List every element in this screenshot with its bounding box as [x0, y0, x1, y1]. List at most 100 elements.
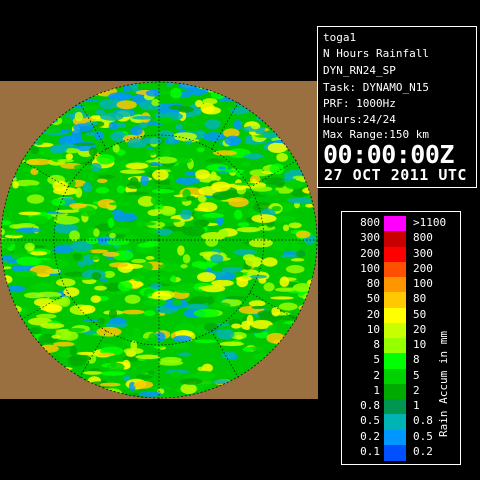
rain-cell	[143, 298, 167, 307]
rain-cell	[71, 276, 96, 280]
rain-cell	[205, 158, 227, 163]
legend-swatch	[384, 216, 406, 232]
rain-cell	[98, 317, 105, 325]
legend-left-label: 300	[360, 231, 380, 245]
rain-cell	[251, 186, 273, 192]
legend-right-label: 80	[413, 292, 427, 306]
rain-cell	[95, 187, 110, 194]
rain-cell	[274, 287, 296, 292]
rain-cell	[112, 250, 134, 261]
rain-cell	[14, 270, 38, 278]
rain-cell	[96, 154, 115, 165]
rain-cell	[94, 109, 106, 115]
rain-cell	[153, 345, 165, 349]
rain-cell	[196, 272, 216, 282]
rain-cell	[263, 282, 275, 292]
rain-cell	[6, 285, 25, 293]
date-readout: 27 OCT 2011 UTC	[324, 166, 467, 184]
rain-cell	[73, 164, 94, 170]
rain-cell	[44, 129, 63, 134]
rain-cell	[279, 314, 299, 321]
product-id: DYN_RN24_SP	[323, 64, 396, 77]
rain-cell	[64, 148, 80, 154]
rain-cell	[212, 191, 233, 201]
legend-swatch	[384, 231, 406, 247]
rain-cell	[117, 281, 133, 292]
rain-cell	[203, 322, 219, 332]
azimuth-line	[20, 159, 69, 188]
rain-cell	[250, 123, 261, 130]
rain-cell	[107, 362, 125, 372]
rain-cell	[70, 129, 83, 141]
rain-cell	[27, 158, 52, 166]
rain-cell	[109, 262, 129, 268]
rain-cell	[221, 266, 243, 273]
rain-cell	[202, 132, 225, 142]
rain-cell	[100, 371, 126, 376]
rain-cell	[221, 351, 237, 360]
rain-cell	[198, 194, 207, 203]
rain-cell	[180, 264, 188, 269]
rain-cell	[123, 347, 144, 355]
legend-right-label: 20	[413, 322, 427, 336]
legend-right-label: 10	[413, 338, 427, 351]
rain-cell	[90, 115, 102, 119]
rain-cell	[18, 211, 41, 216]
rain-cell	[94, 285, 107, 291]
rain-cell	[108, 201, 132, 206]
rain-cell	[193, 308, 220, 318]
rain-cell	[289, 243, 301, 253]
rain-cell	[22, 167, 30, 172]
rain-cell	[52, 247, 74, 254]
rain-cell	[149, 386, 173, 391]
rain-cell	[77, 260, 87, 267]
rain-cell	[196, 129, 206, 136]
rain-cell	[113, 212, 138, 222]
rain-cell	[24, 242, 36, 251]
task-name: Task: DYNAMO_N15	[323, 81, 429, 94]
rain-cell	[280, 254, 298, 258]
azimuth-line	[78, 330, 107, 379]
rain-cell	[159, 395, 186, 398]
rain-cell	[180, 383, 197, 395]
rain-cell	[242, 346, 254, 352]
rain-cell	[118, 132, 126, 137]
rain-cell	[155, 332, 166, 342]
rain-cell	[151, 188, 175, 194]
legend-left-label: 100	[360, 261, 380, 275]
rain-cell	[30, 282, 56, 292]
rain-cell	[99, 382, 121, 387]
rain-cell	[136, 220, 144, 229]
azimuth-line	[249, 159, 298, 188]
rain-cell	[145, 89, 161, 97]
rain-cell	[69, 355, 91, 362]
rain-cell	[52, 180, 68, 192]
rain-cell	[202, 98, 218, 105]
rain-cell	[137, 242, 155, 248]
rain-cell	[110, 227, 131, 235]
legend-right-label: >1100	[413, 216, 447, 229]
rain-cell	[48, 296, 63, 300]
rain-cell	[185, 195, 196, 201]
rain-cell	[202, 213, 224, 218]
legend-swatch	[384, 414, 406, 430]
rain-cell	[233, 249, 257, 256]
rain-cell	[269, 163, 285, 175]
rain-cell	[267, 142, 288, 153]
rain-cell	[264, 181, 286, 185]
rain-cell	[135, 354, 161, 360]
rain-cell	[272, 241, 288, 252]
rain-cell	[36, 138, 44, 145]
rain-cell	[65, 153, 73, 160]
rain-cell	[152, 169, 169, 181]
rain-cell	[28, 215, 49, 225]
rain-cell	[79, 304, 96, 314]
rain-cell	[97, 352, 115, 357]
rain-cell	[190, 296, 211, 304]
rain-cell	[258, 277, 267, 284]
rain-cell	[224, 296, 247, 300]
rain-cell	[145, 256, 155, 260]
rain-cell	[72, 252, 82, 261]
rain-cell	[235, 334, 243, 340]
legend-right-label: 2	[413, 383, 420, 397]
